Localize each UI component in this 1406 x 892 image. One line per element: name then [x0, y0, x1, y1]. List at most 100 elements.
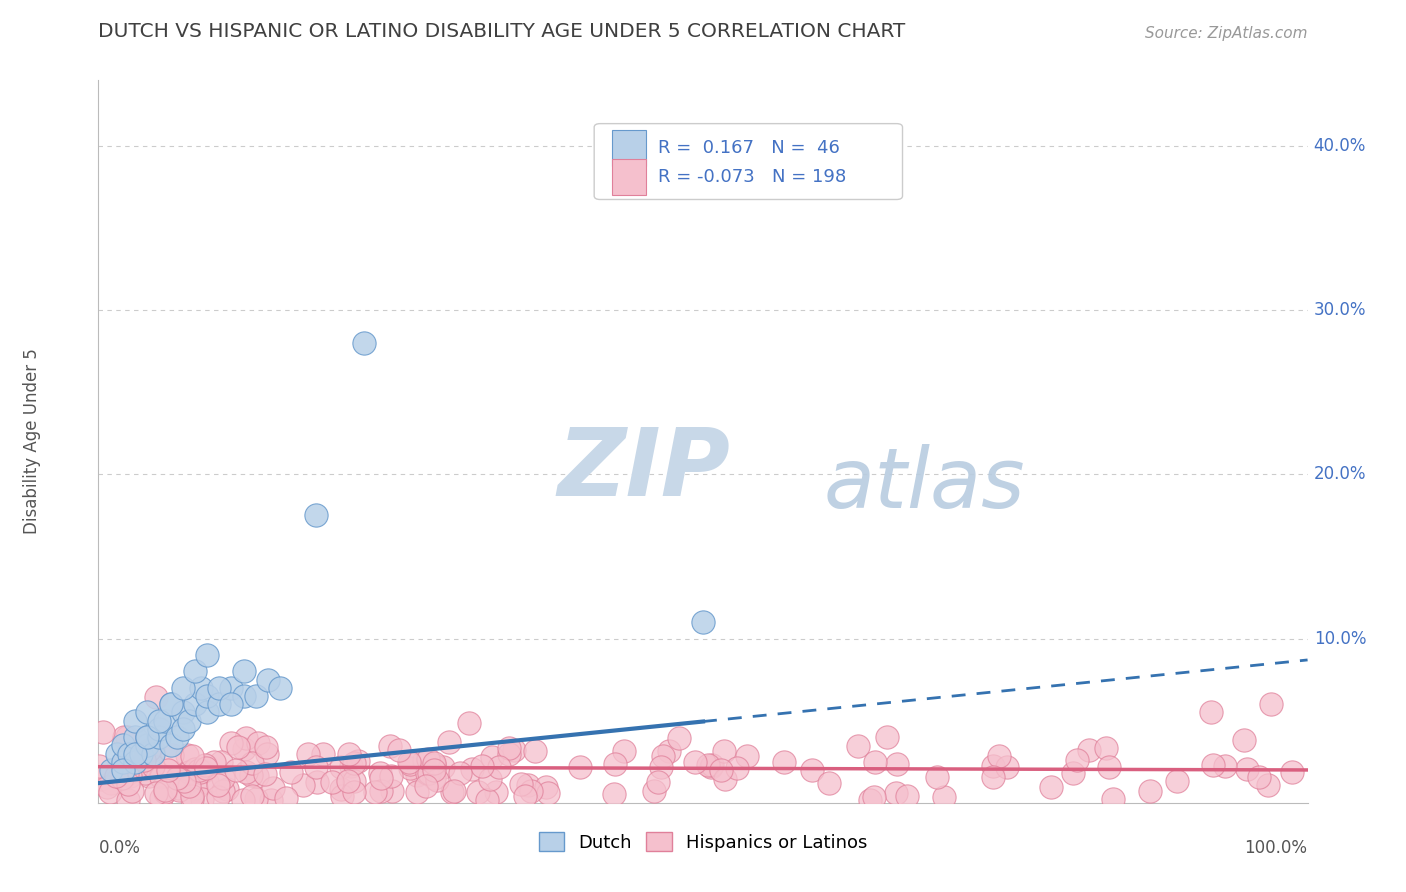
Point [485, 785, 508, 799]
Point [603, 787, 626, 801]
Point [89, 759, 111, 773]
Point [398, 761, 420, 775]
Point [702, 757, 724, 772]
Point [208, 698, 231, 712]
Point [245, 792, 267, 806]
Point [697, 757, 720, 772]
Point [343, 785, 366, 799]
Point [329, 760, 352, 774]
Point [896, 789, 918, 803]
Point [190, 681, 212, 695]
Point [160, 698, 183, 712]
Point [172, 706, 194, 720]
Point [876, 730, 898, 744]
Point [423, 764, 446, 778]
Point [90, 772, 112, 787]
Point [416, 752, 439, 766]
Point [207, 778, 229, 792]
Point [221, 681, 243, 695]
Point [184, 762, 207, 776]
Point [115, 767, 138, 781]
Point [536, 780, 558, 794]
Point [398, 755, 420, 769]
Point [96, 780, 118, 795]
Point [235, 764, 257, 779]
Point [195, 689, 218, 703]
Point [1062, 766, 1084, 780]
Point [337, 774, 360, 789]
Text: DUTCH VS HISPANIC OR LATINO DISABILITY AGE UNDER 5 CORRELATION CHART: DUTCH VS HISPANIC OR LATINO DISABILITY A… [98, 21, 905, 40]
Point [1199, 706, 1222, 720]
Point [305, 760, 328, 774]
Point [135, 730, 157, 744]
Point [105, 747, 128, 761]
Point [685, 755, 707, 769]
Point [884, 786, 907, 800]
Point [1102, 792, 1125, 806]
Point [513, 789, 536, 804]
Point [713, 744, 735, 758]
Point [111, 755, 134, 769]
Point [1094, 740, 1116, 755]
Point [423, 758, 446, 772]
Point [111, 739, 134, 753]
Point [1260, 698, 1282, 712]
Point [467, 785, 489, 799]
Point [370, 784, 392, 798]
Point [202, 755, 225, 769]
Point [1202, 758, 1225, 772]
Point [148, 722, 170, 736]
Point [643, 784, 665, 798]
Point [254, 740, 277, 755]
Point [1236, 762, 1258, 776]
Point [254, 766, 277, 780]
Point [142, 747, 165, 761]
Point [276, 791, 298, 805]
Point [378, 739, 401, 754]
Point [461, 763, 484, 777]
Point [184, 698, 207, 712]
Point [658, 744, 681, 758]
Point [725, 761, 748, 775]
Point [342, 774, 364, 789]
Point [312, 747, 335, 762]
Point [520, 784, 543, 798]
Point [422, 756, 444, 771]
Point [124, 730, 146, 744]
Point [523, 744, 546, 758]
Point [692, 615, 714, 630]
Point [111, 771, 134, 785]
Point [987, 748, 1010, 763]
Point [260, 792, 283, 806]
Point [135, 739, 157, 753]
Point [498, 747, 520, 761]
Point [650, 759, 672, 773]
Text: R = -0.073   N = 198: R = -0.073 N = 198 [658, 168, 846, 186]
Point [233, 742, 256, 756]
Point [135, 706, 157, 720]
Point [104, 769, 127, 783]
Point [150, 770, 173, 784]
Point [886, 756, 908, 771]
Point [321, 775, 343, 789]
Point [481, 750, 503, 764]
Point [709, 763, 731, 777]
Point [160, 698, 183, 712]
Text: Disability Age Under 5: Disability Age Under 5 [22, 349, 41, 534]
Point [118, 747, 141, 761]
Point [353, 336, 375, 351]
Point [173, 774, 195, 789]
Point [651, 749, 673, 764]
Text: 40.0%: 40.0% [1313, 137, 1367, 155]
Point [700, 759, 723, 773]
Point [232, 665, 254, 679]
Point [194, 761, 217, 775]
Text: atlas: atlas [824, 444, 1025, 525]
Point [125, 761, 148, 775]
Point [1139, 784, 1161, 798]
Point [291, 778, 314, 792]
Point [569, 760, 592, 774]
Point [817, 775, 839, 789]
Point [613, 744, 636, 758]
Point [191, 792, 214, 806]
